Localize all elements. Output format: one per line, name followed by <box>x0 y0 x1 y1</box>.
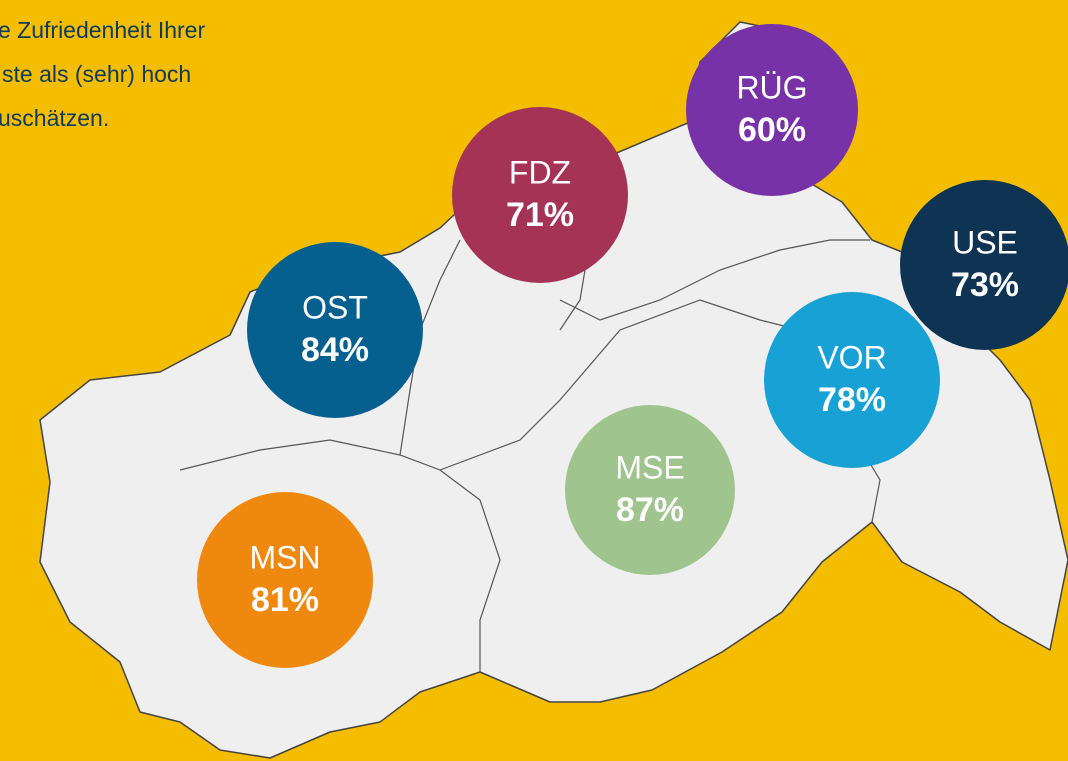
intro-text: e Zufriedenheit Ihrer ste als (sehr) hoch… <box>0 17 205 131</box>
bubble <box>686 24 858 196</box>
region-share: 87% <box>616 491 684 529</box>
intro-line: e Zufriedenheit Ihrer <box>0 17 205 43</box>
bubble <box>247 242 423 418</box>
region-name: RÜG <box>736 69 807 105</box>
region-name: MSN <box>249 539 320 575</box>
bubble <box>197 492 373 668</box>
region-bubbles: RÜG 60% FDZ 71% USE 73% OST 84% VOR 78% MSE 87% MSN 8… <box>197 24 1068 668</box>
region-bubble: FDZ 71% <box>452 107 628 283</box>
bubble <box>900 180 1068 350</box>
region-name: VOR <box>817 339 886 375</box>
region-name: FDZ <box>509 154 571 190</box>
intro-line: ste als (sehr) hoch <box>2 61 191 87</box>
bubble <box>764 292 940 468</box>
bubble <box>452 107 628 283</box>
region-share: 71% <box>506 196 574 234</box>
district-borders <box>179 239 881 672</box>
intro-line: uschätzen. <box>0 105 109 131</box>
border <box>559 239 870 321</box>
region-bubble: VOR 78% <box>764 292 940 468</box>
region-name: MSE <box>615 449 684 485</box>
region-bubble: RÜG 60% <box>686 24 858 196</box>
region-share: 78% <box>818 381 886 419</box>
region-name: USE <box>952 224 1018 260</box>
region-bubble: MSN 81% <box>197 492 373 668</box>
region-share: 73% <box>951 266 1019 304</box>
bubble <box>565 405 735 575</box>
region-bubble: USE 73% <box>900 180 1068 350</box>
region-name: OST <box>302 289 368 325</box>
border <box>439 299 801 471</box>
region-share: 81% <box>251 581 319 619</box>
region-bubble: MSE 87% <box>565 405 735 575</box>
region-bubble: OST 84% <box>247 242 423 418</box>
region-share: 60% <box>738 111 806 149</box>
region-share: 84% <box>301 331 369 369</box>
